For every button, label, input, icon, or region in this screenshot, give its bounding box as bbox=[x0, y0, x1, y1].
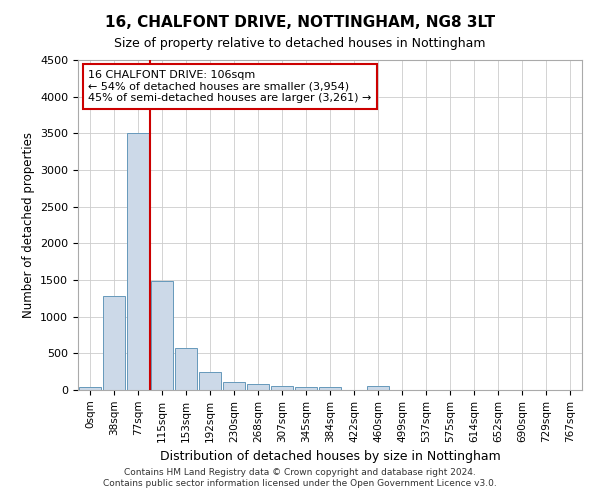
Text: 16 CHALFONT DRIVE: 106sqm
← 54% of detached houses are smaller (3,954)
45% of se: 16 CHALFONT DRIVE: 106sqm ← 54% of detac… bbox=[88, 70, 371, 103]
Bar bbox=[151, 282, 173, 390]
Bar bbox=[367, 386, 389, 390]
X-axis label: Distribution of detached houses by size in Nottingham: Distribution of detached houses by size … bbox=[160, 450, 500, 463]
Bar bbox=[247, 384, 269, 390]
Text: Size of property relative to detached houses in Nottingham: Size of property relative to detached ho… bbox=[114, 38, 486, 51]
Bar bbox=[103, 296, 125, 390]
Text: 16, CHALFONT DRIVE, NOTTINGHAM, NG8 3LT: 16, CHALFONT DRIVE, NOTTINGHAM, NG8 3LT bbox=[105, 15, 495, 30]
Bar bbox=[295, 387, 317, 390]
Bar bbox=[199, 372, 221, 390]
Bar bbox=[79, 388, 101, 390]
Y-axis label: Number of detached properties: Number of detached properties bbox=[22, 132, 35, 318]
Bar bbox=[319, 388, 341, 390]
Bar bbox=[271, 386, 293, 390]
Text: Contains HM Land Registry data © Crown copyright and database right 2024.
Contai: Contains HM Land Registry data © Crown c… bbox=[103, 468, 497, 487]
Bar bbox=[127, 134, 149, 390]
Bar bbox=[223, 382, 245, 390]
Bar bbox=[175, 348, 197, 390]
